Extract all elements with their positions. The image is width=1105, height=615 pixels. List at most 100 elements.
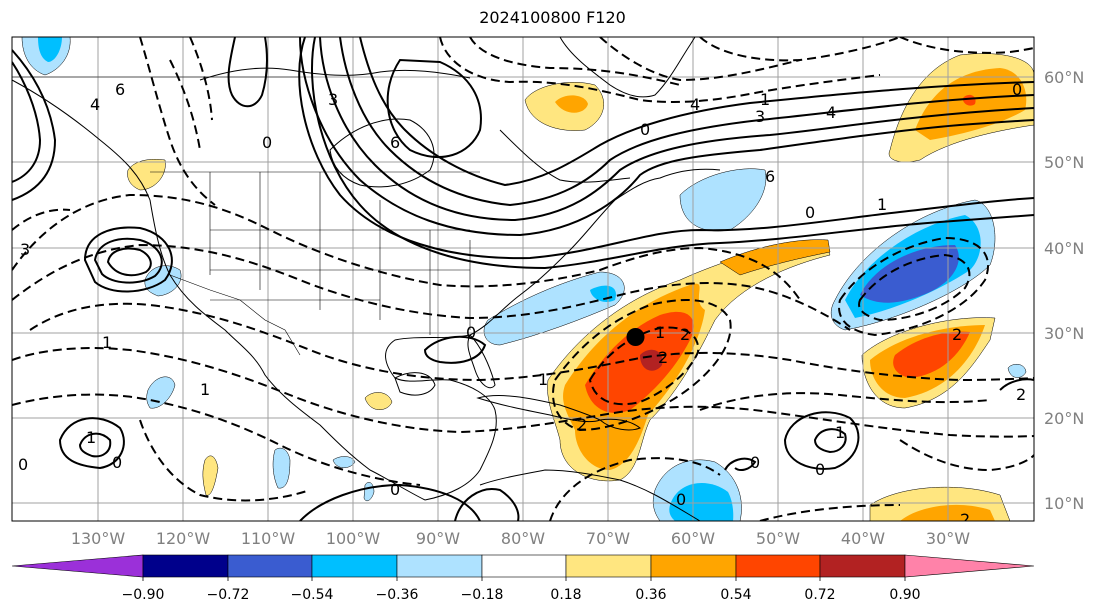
lon-label: 30°W [926,529,970,548]
dashed-south-1 [139,419,311,502]
contour-label: 2 [680,325,690,344]
lon-label: 70°W [586,529,630,548]
coast-greenland [559,37,696,98]
lon-label: 80°W [501,529,545,548]
longitude-labels: 130°W 120°W 110°W 100°W 90°W 80°W 70°W 6… [71,529,970,548]
contour-label: 1 [655,323,665,342]
fill-negative-alaska-mid [38,37,62,62]
lon-label: 110°W [241,529,296,548]
lon-label: 130°W [71,529,126,548]
contour-southwest-ring [58,417,125,470]
colorbar-tick-label: 0.54 [720,587,751,603]
coast-hispaniola [598,418,641,431]
colorbar-swatch [735,554,821,578]
contour-bay [386,58,482,159]
dashed-central-1 [12,193,801,301]
fill-negative-gulf-stream [483,271,625,346]
contour-south-1 [299,483,481,521]
dashed-north-4 [699,37,901,62]
contour-label: 1 [102,333,112,352]
contour-label: 4 [826,103,836,122]
dashed-central-3 [29,302,1034,382]
dashed-north-6 [189,37,213,121]
contour-label: 1 [835,423,845,442]
fill-positive-small-1 [127,159,166,191]
contour-arc-6 [311,37,1034,270]
fill-negative-small-2 [272,447,291,489]
contour-label: 3 [20,240,30,259]
colorbar-swatch [819,554,906,578]
lon-label: 60°W [671,529,715,548]
contour-label: 4 [690,95,700,114]
contour-gulf [423,335,487,364]
coast-florida [467,334,496,389]
coast-labrador [499,129,631,183]
dashed-west-2 [169,59,201,151]
dashed-central-4 [12,347,1034,438]
contour-arc-2 [319,37,1034,222]
dashed-atlantic-1 [552,299,732,432]
colorbar-tick-label: −0.90 [122,587,165,603]
dashed-atlantic-3 [838,236,990,337]
contour-label: 1 [538,370,548,389]
lat-label: 50°N [1044,153,1084,172]
colorbar-swatch [565,554,652,578]
contour-label: 0 [750,453,760,472]
dashed-south-3 [899,439,1034,472]
contour-label: 0 [676,490,686,509]
colorbar-swatch [650,554,737,578]
colorbar-tick-label: 0.90 [889,587,920,603]
colorbar-swatch [311,554,398,578]
dashed-west-1 [12,208,71,231]
political-borders [12,76,480,356]
lat-label: 30°N [1044,324,1084,343]
colorbar-tick-label: −0.72 [207,587,250,603]
fill-positive-upper-band [719,239,831,276]
contour-label: 4 [90,95,100,114]
dashed-north-2 [469,37,681,86]
contour-northwest-1 [12,49,57,201]
colorbar-extend-high [904,554,1035,578]
map-frame [11,36,1035,522]
contour-label: 0 [262,133,272,152]
contour-arc-4 [359,37,1034,187]
lat-label: 40°N [1044,239,1084,258]
contour-label: 6 [390,133,400,152]
dashed-north-5 [139,37,216,206]
colorbar-extend-low [11,554,144,578]
lat-label: 10°N [1044,494,1084,513]
coast-arctic [199,67,471,81]
colorbar-swatch [396,554,483,578]
colorbar-tick-label: −0.18 [461,587,504,603]
latitude-labels: 60°N 50°N 40°N 30°N 20°N 10°N [1044,68,1084,513]
fill-positive-labrador-mid [555,95,588,113]
contour-label: 2 [960,510,970,529]
contour-northwest-2 [12,61,42,183]
contour-label: 6 [115,80,125,99]
contour-west-ring-2 [93,237,163,284]
contour-label: 3 [755,107,765,126]
lon-label: 120°W [156,529,211,548]
contour-label: 2 [952,325,962,344]
contour-mid-ring-2 [813,428,847,454]
dashed-north-1 [439,37,881,103]
contour-arc-5 [298,37,1034,260]
colorbar-swatch [481,554,567,578]
lon-label: 40°W [841,529,885,548]
fill-positive-east-atlantic-core [893,331,970,378]
contour-label: 1 [877,195,887,214]
dashed-central-6 [699,392,991,411]
coast-yucatan [394,372,436,396]
map-area: 6 4 3 0 6 0 4 3 0 1 4 6 0 1 3 1 1 0 1 0 … [12,37,1034,529]
contour-arc-3 [339,37,1034,207]
dashed-atlantic-4 [858,253,971,322]
contour-west-ring-3 [106,247,152,277]
fill-negative-small-1 [146,376,176,409]
fill-positive-central-atlantic-core [585,311,694,413]
colorbar-swatch [227,554,313,578]
storm-position-marker [626,328,645,346]
contour-mid-ring [783,411,860,470]
colorbar [11,554,1035,578]
contour-label: 2 [577,415,587,434]
